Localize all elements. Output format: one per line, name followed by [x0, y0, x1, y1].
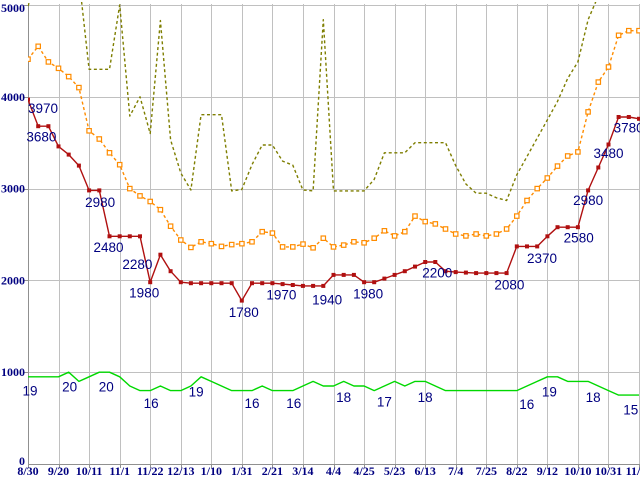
point-value-label: 1940: [312, 292, 342, 307]
y-axis-labels: 0 1000 2000 3000 4000 5000: [1, 1, 25, 468]
x-tick-label: 10/11: [76, 464, 103, 478]
point-value-label: 3480: [593, 146, 623, 161]
point-value-label: 19: [22, 383, 37, 398]
y-tick-label: 0: [19, 454, 25, 468]
x-tick-label: 8/30: [17, 464, 38, 478]
olive-series-line: [28, 2, 597, 202]
x-tick-label: 11/22: [137, 464, 164, 478]
point-value-label: 3780: [614, 121, 640, 136]
x-tick-label: 2/21: [262, 464, 283, 478]
point-value-label: 2580: [564, 231, 594, 246]
axes: [24, 4, 640, 468]
point-value-label: 18: [418, 390, 433, 405]
point-value-label: 19: [542, 384, 557, 399]
red-series-value-labels: 3970 3680 2980 2480 2280 1980 1780 1970 1940 1980…: [26, 101, 640, 320]
x-tick-label: 7/25: [476, 464, 497, 478]
green-series-value-labels: 19 20 20 16 19 16 16 18 17 18 16 19 18 15: [22, 380, 638, 418]
point-value-label: 1980: [129, 286, 159, 301]
x-tick-label: 8/22: [506, 464, 527, 478]
y-tick-label: 3000: [1, 182, 25, 196]
x-tick-label: 7/4: [448, 464, 463, 478]
x-tick-label: 4/4: [326, 464, 341, 478]
point-value-label: 2370: [527, 251, 557, 266]
point-value-label: 1980: [353, 287, 383, 302]
point-value-label: 17: [377, 395, 392, 410]
y-tick-label: 1000: [1, 365, 25, 379]
point-value-label: 16: [144, 396, 159, 411]
x-tick-label: 1/10: [201, 464, 222, 478]
orange-series-line: [28, 27, 640, 251]
point-value-label: 1970: [266, 288, 296, 303]
y-tick-label: 4000: [1, 90, 25, 104]
x-tick-label: 10/10: [564, 464, 591, 478]
x-tick-label: 9/12: [537, 464, 558, 478]
point-value-label: 16: [519, 397, 534, 412]
x-tick-label: 10/31: [595, 464, 622, 478]
x-tick-label: 5/23: [384, 464, 405, 478]
point-value-label: 3680: [26, 130, 56, 145]
point-value-label: 2980: [573, 193, 603, 208]
x-tick-label: 9/20: [48, 464, 69, 478]
point-value-label: 20: [99, 380, 114, 395]
point-value-label: 16: [286, 396, 301, 411]
x-axis-labels: 8/30 9/20 10/11 11/1 11/22 12/13 1/10 1/31 2/21 3…: [17, 464, 640, 478]
point-value-label: 3970: [28, 101, 58, 116]
green-series-line: [28, 371, 639, 396]
point-value-label: 2280: [122, 257, 152, 272]
point-value-label: 2080: [494, 278, 524, 293]
x-tick-label: 11/1: [109, 464, 130, 478]
point-value-label: 19: [189, 384, 204, 399]
point-value-label: 18: [336, 390, 351, 405]
point-value-label: 2480: [93, 240, 123, 255]
x-tick-label: 3/14: [292, 464, 313, 478]
point-value-label: 16: [244, 396, 259, 411]
y-tick-label: 5000: [1, 1, 25, 15]
point-value-label: 2980: [85, 195, 115, 210]
x-tick-label: 11/14: [626, 464, 640, 478]
point-value-label: 20: [62, 380, 77, 395]
x-tick-label: 4/25: [353, 464, 374, 478]
x-tick-label: 6/13: [415, 464, 436, 478]
point-value-label: 2200: [422, 266, 452, 281]
point-value-label: 1780: [229, 305, 259, 320]
x-tick-label: 12/13: [167, 464, 194, 478]
red-series-line: [28, 97, 640, 303]
point-value-label: 15: [623, 403, 638, 418]
y-tick-label: 2000: [1, 273, 25, 287]
x-tick-label: 1/31: [231, 464, 252, 478]
point-value-label: 18: [586, 390, 601, 405]
